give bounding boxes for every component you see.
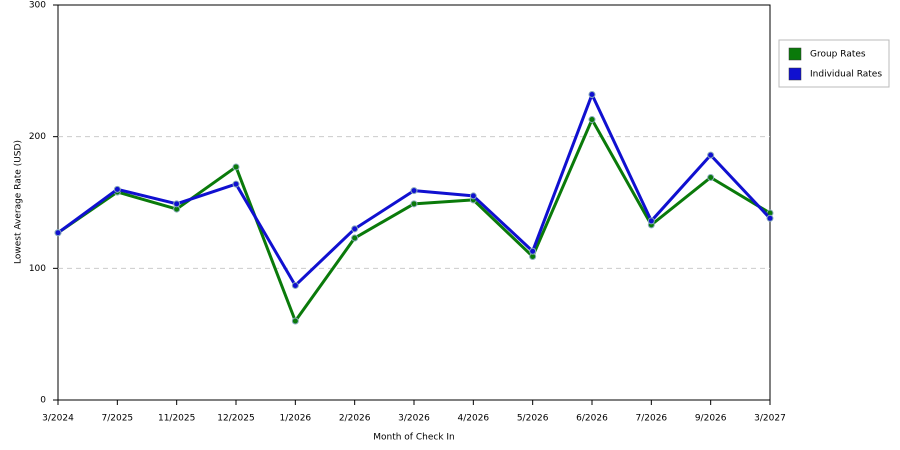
x-tick-label: 4/2026 (457, 414, 489, 424)
data-point (410, 187, 418, 195)
x-tick-label: 3/2026 (398, 414, 430, 424)
legend-swatch (788, 47, 802, 61)
x-axis-label: Month of Check In (373, 433, 455, 443)
data-point (351, 225, 359, 233)
data-point (173, 200, 181, 208)
x-tick-label: 11/2025 (158, 414, 195, 424)
data-point (647, 217, 655, 225)
data-point (766, 214, 774, 222)
y-tick-label: 100 (29, 264, 46, 274)
data-point (232, 180, 240, 188)
x-tick-label: 9/2026 (695, 414, 727, 424)
x-tick-label: 5/2026 (517, 414, 549, 424)
y-axis-label: Lowest Average Rate (USD) (14, 140, 24, 264)
data-point (707, 151, 715, 159)
x-tick-label: 1/2026 (279, 414, 311, 424)
x-tick-label: 3/2027 (754, 414, 786, 424)
data-point (113, 185, 121, 193)
data-point (291, 317, 299, 325)
x-tick-label: 12/2025 (217, 414, 254, 424)
x-tick-label: 7/2025 (101, 414, 133, 424)
data-point (529, 247, 537, 255)
data-point (351, 234, 359, 242)
data-point (469, 192, 477, 200)
legend-label: Individual Rates (810, 70, 882, 80)
data-point (232, 163, 240, 171)
data-point (588, 91, 596, 99)
y-tick-label: 200 (29, 132, 46, 142)
x-tick-label: 6/2026 (576, 414, 608, 424)
data-point (54, 229, 62, 237)
data-point (291, 281, 299, 289)
x-tick-label: 7/2026 (635, 414, 667, 424)
data-point (588, 116, 596, 124)
series-line (57, 118, 771, 323)
y-tick-label: 300 (29, 1, 46, 11)
x-tick-label: 3/2024 (42, 414, 74, 424)
data-point (707, 173, 715, 181)
legend-swatch (788, 67, 802, 81)
data-point (410, 200, 418, 208)
x-tick-label: 2/2026 (339, 414, 371, 424)
legend-label: Group Rates (810, 50, 866, 60)
y-tick-label: 0 (40, 396, 46, 406)
